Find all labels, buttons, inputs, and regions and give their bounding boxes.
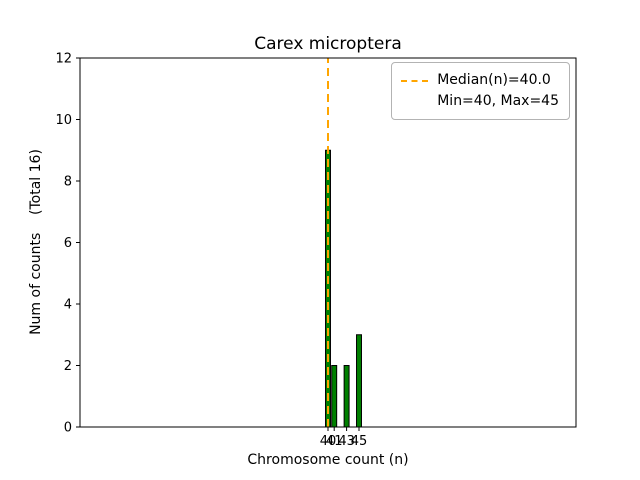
- bar-n41: [331, 365, 338, 428]
- x-axis-label: Chromosome count (n): [247, 452, 409, 468]
- chart-title: Carex microptera: [254, 34, 402, 54]
- legend-median-label: Median(n)=40.0: [437, 72, 551, 88]
- legend: Median(n)=40.0 Min=40, Max=45: [391, 62, 570, 120]
- y-tick-label: 12: [55, 52, 72, 67]
- bar-n45: [356, 334, 362, 428]
- y-axis-label: Num of counts (Total 16): [28, 149, 44, 335]
- legend-row-minmax: Min=40, Max=45: [401, 91, 559, 112]
- y-tick-label: 8: [64, 175, 72, 190]
- y-tick-label: 10: [55, 113, 72, 128]
- bar-n43: [343, 365, 350, 428]
- x-tick-label: 40: [320, 434, 337, 449]
- x-tick-label: 43: [338, 434, 355, 449]
- y-tick-label: 6: [64, 236, 72, 251]
- x-tick-label: 41: [326, 434, 343, 449]
- legend-spacer: [401, 101, 428, 103]
- legend-minmax-label: Min=40, Max=45: [437, 93, 559, 109]
- x-tick-label: 45: [351, 434, 368, 449]
- y-tick-label: 4: [64, 298, 72, 313]
- median-line-legend-icon: [401, 79, 429, 82]
- y-tick-label: 0: [64, 421, 72, 436]
- legend-row-median: Median(n)=40.0: [401, 70, 559, 91]
- y-tick-label: 2: [64, 359, 72, 374]
